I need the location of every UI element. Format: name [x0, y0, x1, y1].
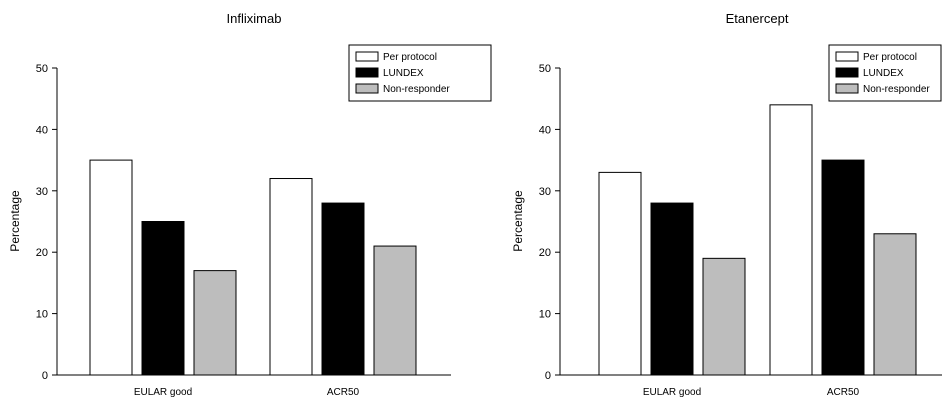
legend: Per protocol LUNDEX Non-responder [828, 44, 942, 102]
y-tick-label: 20 [36, 247, 48, 259]
legend-label: LUNDEX [863, 68, 904, 79]
chart-panel-infliximab: Infliximab Percentage 0 10 20 30 40 50 EULAR … [8, 11, 492, 398]
y-tick-label: 40 [539, 124, 551, 136]
legend-swatch [355, 51, 379, 62]
bar-non-responder-acr50 [873, 233, 917, 376]
legend-label: Per protocol [383, 52, 437, 63]
y-axis-label: Percentage [511, 190, 525, 252]
legend: Per protocol LUNDEX Non-responder [348, 44, 492, 102]
legend-label: Per protocol [863, 52, 917, 63]
y-tick-label: 50 [539, 63, 551, 75]
legend-swatch [355, 67, 379, 78]
bar-non-responder-acr50 [373, 245, 417, 376]
bars [598, 104, 917, 376]
bar-per-protocol-eular-good [598, 171, 642, 376]
bar-lundex-eular-good [141, 221, 185, 376]
legend-label: LUNDEX [383, 68, 424, 79]
chart-title: Infliximab [227, 11, 282, 26]
y-tick-label: 40 [36, 124, 48, 136]
x-axis: EULAR good ACR50 [134, 387, 360, 398]
x-axis: EULAR good ACR50 [643, 387, 860, 398]
legend-label: Non-responder [863, 84, 930, 95]
y-tick-label: 50 [36, 63, 48, 75]
bar-non-responder-eular-good [702, 257, 746, 376]
x-tick-label: EULAR good [643, 387, 701, 398]
bar-lundex-eular-good [650, 202, 694, 376]
bar-per-protocol-eular-good [89, 159, 133, 376]
bars [89, 159, 417, 376]
legend-swatch [355, 83, 379, 94]
y-tick-label: 10 [36, 309, 48, 321]
legend-swatch [835, 67, 859, 78]
bar-lundex-acr50 [821, 159, 865, 376]
y-tick-label: 0 [545, 370, 551, 382]
bar-lundex-acr50 [321, 202, 365, 376]
chart-panel-etanercept: Etanercept Percentage 0 10 20 30 40 50 EULAR … [511, 11, 942, 398]
legend-swatch [835, 83, 859, 94]
x-tick-label: EULAR good [134, 387, 192, 398]
chart-title: Etanercept [726, 11, 789, 26]
y-tick-label: 30 [539, 186, 551, 198]
y-tick-label: 30 [36, 186, 48, 198]
y-tick-label: 0 [42, 370, 48, 382]
bar-per-protocol-acr50 [769, 104, 813, 376]
y-tick-label: 20 [539, 247, 551, 259]
bar-non-responder-eular-good [193, 270, 237, 376]
x-tick-label: ACR50 [327, 387, 360, 398]
legend-swatch [835, 51, 859, 62]
bar-per-protocol-acr50 [269, 178, 313, 376]
legend-label: Non-responder [383, 84, 450, 95]
y-tick-label: 10 [539, 309, 551, 321]
y-axis-label: Percentage [8, 190, 22, 252]
x-tick-label: ACR50 [827, 387, 860, 398]
